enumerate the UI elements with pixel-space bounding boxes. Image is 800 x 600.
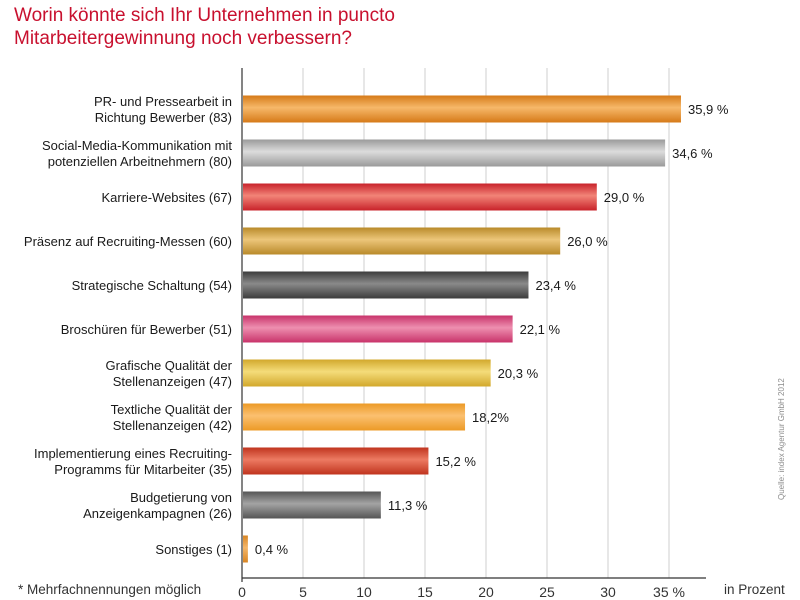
x-tick-label: 0	[238, 584, 246, 600]
bar	[243, 315, 513, 343]
bar	[243, 403, 466, 431]
footnote: * Mehrfachnennungen möglich	[18, 582, 202, 597]
data-label: 34,6 %	[672, 146, 713, 161]
x-tick-label: 35 %	[653, 584, 685, 600]
x-tick-label: 5	[299, 584, 307, 600]
data-label: 11,3 %	[388, 498, 428, 513]
data-label: 29,0 %	[604, 190, 645, 205]
category-label: Textliche Qualität der Stellenanzeigen (4…	[111, 402, 233, 433]
source-note: Quelle: index Agentur GmbH 2012	[777, 378, 786, 500]
category-label: Strategische Schaltung (54)	[72, 278, 232, 293]
category-label: Social-Media-Kommunikation mit potenziell…	[42, 138, 232, 169]
bar	[243, 183, 597, 211]
data-label: 20,3 %	[498, 366, 539, 381]
category-label: Budgetierung von Anzeigenkampagnen (26)	[83, 490, 232, 521]
category-label: Broschüren für Bewerber (51)	[61, 322, 232, 337]
data-label: 0,4 %	[255, 542, 289, 557]
data-label: 35,9 %	[688, 102, 729, 117]
category-label: PR- und Pressearbeit in Richtung Bewerber…	[94, 94, 232, 125]
chart-title-line-2: Mitarbeitergewinnung noch verbessern?	[14, 28, 352, 49]
bar	[243, 447, 429, 475]
category-label: Implementierung eines Recruiting-Program…	[34, 446, 232, 477]
data-label: 23,4 %	[535, 278, 576, 293]
x-tick-label: 25	[539, 584, 555, 600]
bar	[243, 491, 381, 519]
bar	[243, 271, 529, 299]
chart-title: Worin könnte sich Ihr Unternehmen in pun…	[14, 4, 574, 50]
x-tick-label: 30	[600, 584, 616, 600]
x-tick-label: 10	[356, 584, 372, 600]
data-label: 18,2%	[472, 410, 509, 425]
category-label: Präsenz auf Recruiting-Messen (60)	[24, 234, 232, 249]
bar	[243, 535, 248, 563]
bar	[243, 139, 666, 167]
category-label: Sonstiges (1)	[155, 542, 232, 557]
x-axis-unit-label: in Prozent	[724, 582, 785, 597]
x-tick-label: 15	[417, 584, 433, 600]
bar	[243, 95, 681, 123]
data-label: 26,0 %	[567, 234, 608, 249]
category-label: Karriere-Websites (67)	[101, 190, 232, 205]
chart-title-line-1: Worin könnte sich Ihr Unternehmen in pun…	[14, 5, 395, 26]
bar	[243, 227, 561, 255]
category-label: Grafische Qualität der Stellenanzeigen (4…	[106, 358, 233, 389]
data-label: 15,2 %	[435, 454, 476, 469]
x-tick-label: 20	[478, 584, 494, 600]
data-label: 22,1 %	[520, 322, 561, 337]
bar	[243, 359, 491, 387]
